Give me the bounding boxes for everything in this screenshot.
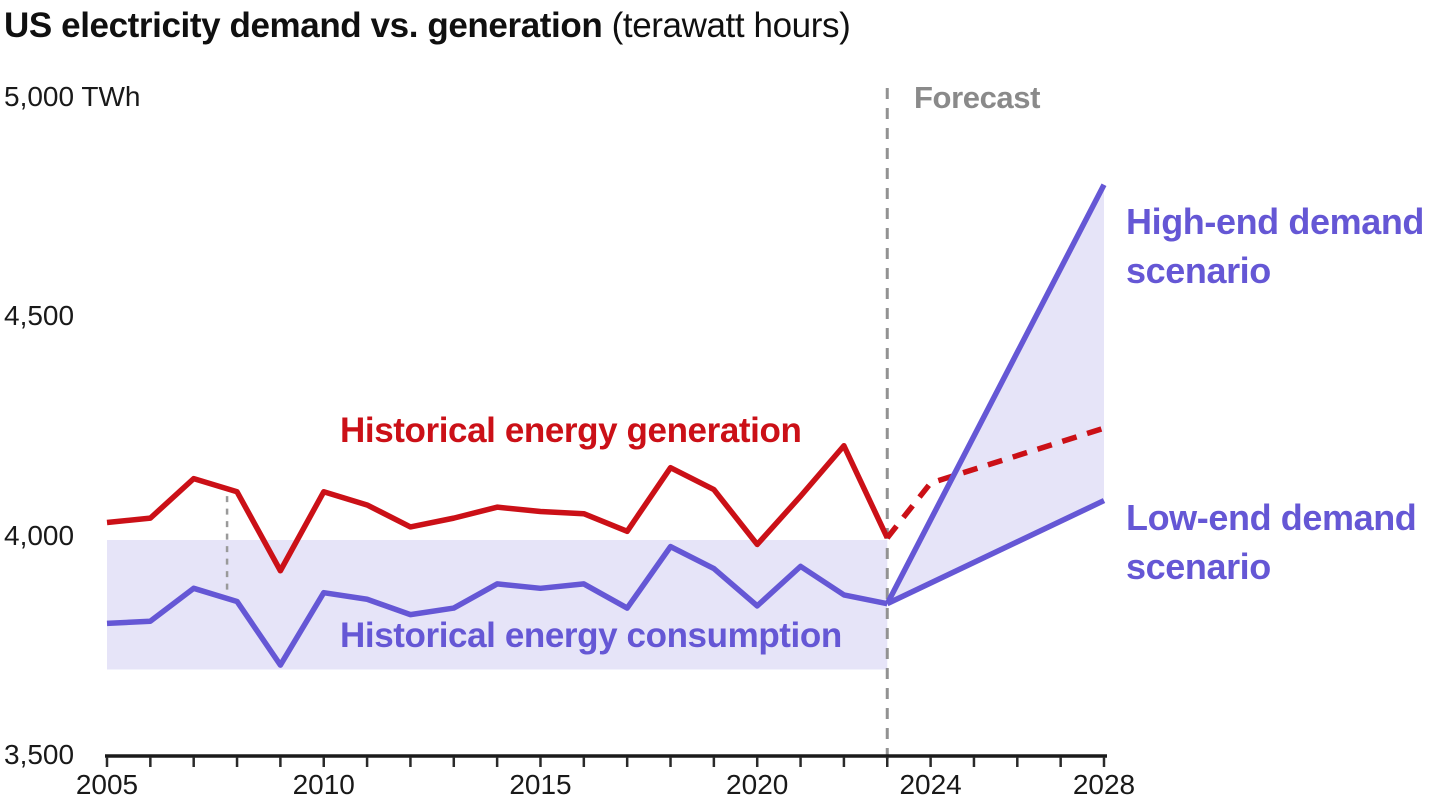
x-tick-label-2015: 2015 [509,769,572,800]
high-end-line [884,183,1107,605]
chart-title-main: US electricity demand vs. generation [4,6,603,45]
x-tick-label-2024: 2024 [899,769,962,800]
low-end-scenario-label: Low-end demand scenario [1126,497,1417,587]
generation-series-label: Historical energy generation [340,411,802,450]
y-tick-label-4500: 4,500 [4,300,75,332]
consumption-line [106,543,888,668]
x-tick-label-2020: 2020 [726,769,789,800]
generation-forecast-line [885,425,1105,540]
y-tick-label-3500: 3,500 [4,739,75,770]
x-tick-label-2005: 2005 [75,769,139,800]
y-tick-label-5000: 5,000 TWh [4,81,141,112]
y-tick-label-4000: 4,000 [4,519,75,551]
high-end-scenario-label: High-end demand scenario [1126,201,1424,291]
generation-line [106,442,890,574]
low-end-line [886,498,1106,607]
chart-title-sub: (terawatt hours) [611,6,851,45]
chart-title: US electricity demand vs. generation (te… [4,6,851,46]
x-tick-label-2028: 2028 [1072,769,1136,800]
forecast-annotation: Forecast [914,80,1041,115]
historical-consumption-band [107,540,888,670]
x-tick-label-2010: 2010 [292,769,355,800]
consumption-series-label: Historical energy consumption [340,616,842,655]
